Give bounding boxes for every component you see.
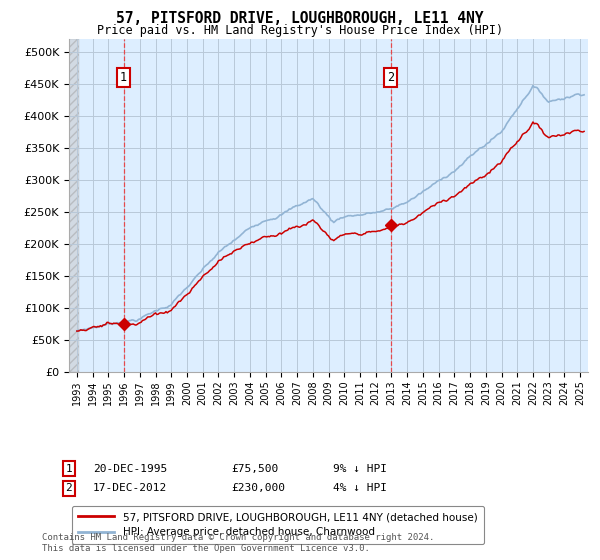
Text: Price paid vs. HM Land Registry's House Price Index (HPI): Price paid vs. HM Land Registry's House …: [97, 24, 503, 36]
Legend: 57, PITSFORD DRIVE, LOUGHBOROUGH, LE11 4NY (detached house), HPI: Average price,: 57, PITSFORD DRIVE, LOUGHBOROUGH, LE11 4…: [71, 506, 484, 544]
Bar: [69, 39, 79, 372]
Text: 57, PITSFORD DRIVE, LOUGHBOROUGH, LE11 4NY: 57, PITSFORD DRIVE, LOUGHBOROUGH, LE11 4…: [116, 11, 484, 26]
Text: 2: 2: [388, 71, 394, 84]
Text: £230,000: £230,000: [231, 483, 285, 493]
Text: £75,500: £75,500: [231, 464, 278, 474]
Text: 9% ↓ HPI: 9% ↓ HPI: [333, 464, 387, 474]
Text: 20-DEC-1995: 20-DEC-1995: [93, 464, 167, 474]
Text: 17-DEC-2012: 17-DEC-2012: [93, 483, 167, 493]
Text: 4% ↓ HPI: 4% ↓ HPI: [333, 483, 387, 493]
Text: 2: 2: [65, 483, 73, 493]
Text: Contains HM Land Registry data © Crown copyright and database right 2024.
This d: Contains HM Land Registry data © Crown c…: [42, 533, 434, 553]
Text: 1: 1: [65, 464, 73, 474]
Text: 1: 1: [120, 71, 127, 84]
